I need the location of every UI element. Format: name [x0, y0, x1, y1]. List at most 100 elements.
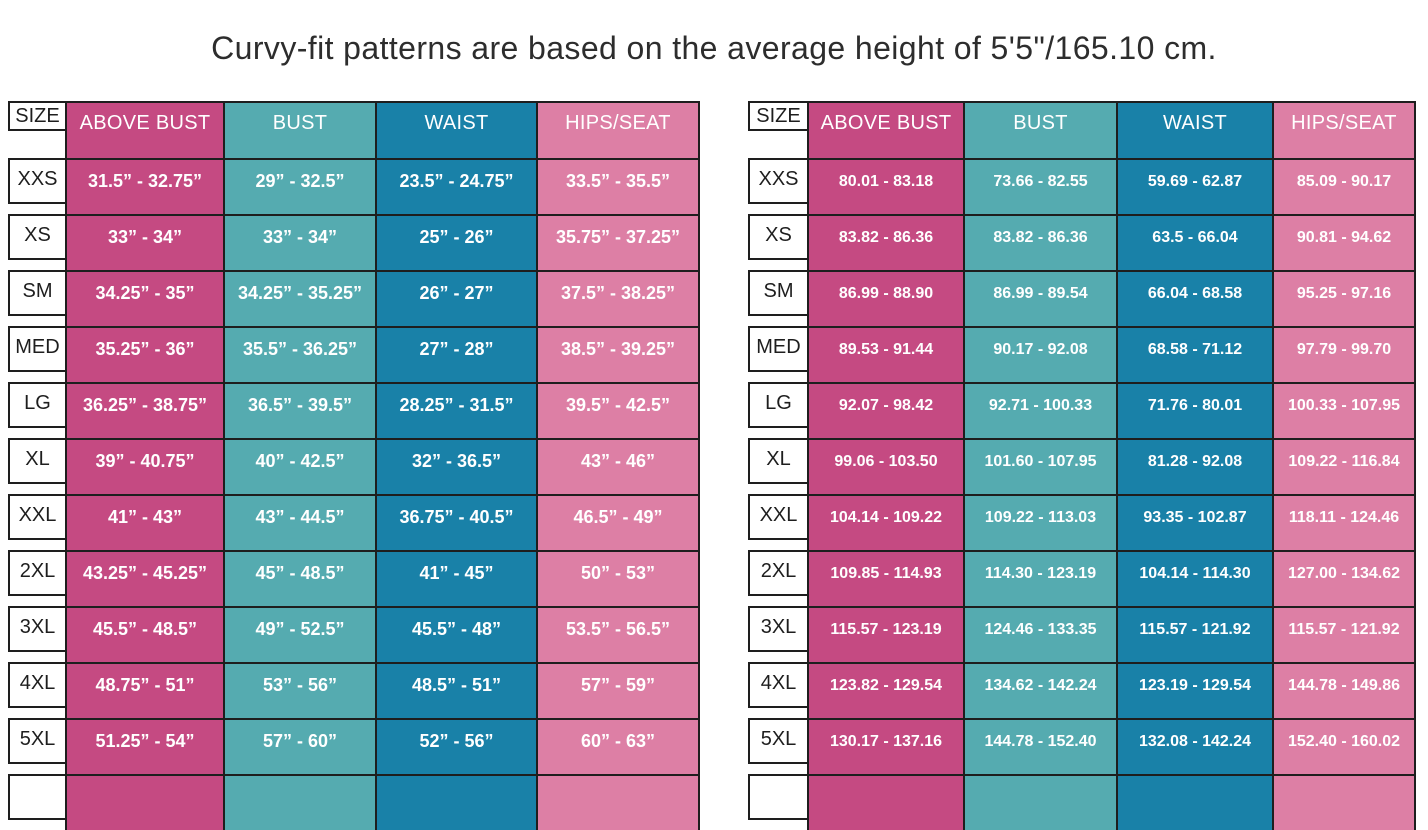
size-cell-label: 4XL — [8, 662, 65, 708]
size-cell: 2XL — [748, 550, 807, 606]
measurement-cell-hips-seat: 50” - 53” — [536, 550, 700, 606]
size-cell: SM — [8, 270, 65, 326]
column-header-hips-seat: HIPS/SEAT — [1272, 101, 1416, 158]
measurement-cell-above-bust — [807, 774, 963, 830]
measurement-cell-bust: 45” - 48.5” — [223, 550, 375, 606]
size-cell-label: XXS — [8, 158, 65, 204]
size-cell: MED — [748, 326, 807, 382]
size-cell: LG — [748, 382, 807, 438]
column-header-hips-seat: HIPS/SEAT — [536, 101, 700, 158]
size-cell-label: XS — [748, 214, 807, 260]
column-header-waist: WAIST — [375, 101, 536, 158]
size-cell: XXS — [8, 158, 65, 214]
size-cell-label: 3XL — [8, 606, 65, 652]
measurement-cell-above-bust: 43.25” - 45.25” — [65, 550, 223, 606]
measurement-cell-above-bust: 31.5” - 32.75” — [65, 158, 223, 214]
measurement-cell-bust: 101.60 - 107.95 — [963, 438, 1116, 494]
size-cell-label: XXS — [748, 158, 807, 204]
measurement-cell-above-bust: 89.53 - 91.44 — [807, 326, 963, 382]
measurement-cell-bust — [223, 774, 375, 830]
measurement-cell-above-bust: 39” - 40.75” — [65, 438, 223, 494]
measurement-cell-waist: 104.14 - 114.30 — [1116, 550, 1272, 606]
measurement-cell-hips-seat: 85.09 - 90.17 — [1272, 158, 1416, 214]
measurement-cell-waist: 45.5” - 48” — [375, 606, 536, 662]
measurement-cell-waist — [1116, 774, 1272, 830]
measurement-cell-hips-seat: 33.5” - 35.5” — [536, 158, 700, 214]
measurement-cell-bust: 34.25” - 35.25” — [223, 270, 375, 326]
column-header-above-bust: ABOVE BUST — [65, 101, 223, 158]
size-cell: 5XL — [8, 718, 65, 774]
measurement-cell-waist: 71.76 - 80.01 — [1116, 382, 1272, 438]
size-cell-label: XXL — [748, 494, 807, 540]
measurement-cell-bust: 33” - 34” — [223, 214, 375, 270]
measurement-cell-above-bust: 48.75” - 51” — [65, 662, 223, 718]
measurement-cell-bust: 43” - 44.5” — [223, 494, 375, 550]
column-header-above-bust: ABOVE BUST — [807, 101, 963, 158]
measurement-cell-above-bust: 51.25” - 54” — [65, 718, 223, 774]
size-cell: XXS — [748, 158, 807, 214]
size-cell-label: 4XL — [748, 662, 807, 708]
measurement-cell-above-bust: 34.25” - 35” — [65, 270, 223, 326]
size-cell-label: XL — [8, 438, 65, 484]
size-cell-label: 2XL — [748, 550, 807, 596]
measurement-cell-waist: 41” - 45” — [375, 550, 536, 606]
size-header-cell: SIZE — [748, 101, 807, 158]
measurement-cell-waist: 68.58 - 71.12 — [1116, 326, 1272, 382]
measurement-cell-hips-seat: 115.57 - 121.92 — [1272, 606, 1416, 662]
measurement-cell-bust: 53” - 56” — [223, 662, 375, 718]
measurement-cell-waist: 28.25” - 31.5” — [375, 382, 536, 438]
size-header-cell: SIZE — [8, 101, 65, 158]
measurement-cell-waist: 26” - 27” — [375, 270, 536, 326]
measurement-cell-bust: 92.71 - 100.33 — [963, 382, 1116, 438]
measurement-cell-waist: 63.5 - 66.04 — [1116, 214, 1272, 270]
measurement-cell-above-bust: 41” - 43” — [65, 494, 223, 550]
size-cell: LG — [8, 382, 65, 438]
measurement-cell-above-bust: 130.17 - 137.16 — [807, 718, 963, 774]
measurement-cell-waist: 81.28 - 92.08 — [1116, 438, 1272, 494]
measurement-cell-waist: 66.04 - 68.58 — [1116, 270, 1272, 326]
size-cell-label: MED — [748, 326, 807, 372]
measurement-cell-bust — [963, 774, 1116, 830]
size-header-cell-label: SIZE — [8, 101, 65, 131]
measurement-cell-waist: 59.69 - 62.87 — [1116, 158, 1272, 214]
measurement-cell-waist: 27” - 28” — [375, 326, 536, 382]
size-cell-label: LG — [748, 382, 807, 428]
measurement-cell-above-bust: 83.82 - 86.36 — [807, 214, 963, 270]
size-cell-label: 3XL — [748, 606, 807, 652]
measurement-cell-bust: 134.62 - 142.24 — [963, 662, 1116, 718]
measurement-cell-hips-seat: 144.78 - 149.86 — [1272, 662, 1416, 718]
measurement-cell-hips-seat: 38.5” - 39.25” — [536, 326, 700, 382]
measurement-cell-bust: 35.5” - 36.25” — [223, 326, 375, 382]
measurement-cell-hips-seat: 95.25 - 97.16 — [1272, 270, 1416, 326]
size-cell: XXL — [748, 494, 807, 550]
measurement-cell-hips-seat: 109.22 - 116.84 — [1272, 438, 1416, 494]
size-cell-label: SM — [748, 270, 807, 316]
measurement-cell-above-bust: 99.06 - 103.50 — [807, 438, 963, 494]
size-chart-inches: SIZE ABOVE BUST BUST WAIST HIPS/SEAT XXS 31.5”… — [8, 101, 700, 830]
measurement-cell-waist: 36.75” - 40.5” — [375, 494, 536, 550]
size-cell-label: XL — [748, 438, 807, 484]
measurement-cell-bust: 86.99 - 89.54 — [963, 270, 1116, 326]
measurement-cell-hips-seat: 53.5” - 56.5” — [536, 606, 700, 662]
measurement-cell-above-bust: 80.01 - 83.18 — [807, 158, 963, 214]
measurement-cell-above-bust: 109.85 - 114.93 — [807, 550, 963, 606]
measurement-cell-hips-seat: 43” - 46” — [536, 438, 700, 494]
size-cell-label: XXL — [8, 494, 65, 540]
size-cell — [748, 774, 807, 830]
size-cell: XL — [748, 438, 807, 494]
size-cell: 3XL — [748, 606, 807, 662]
measurement-cell-waist: 48.5” - 51” — [375, 662, 536, 718]
measurement-cell-waist: 123.19 - 129.54 — [1116, 662, 1272, 718]
size-cell: XL — [8, 438, 65, 494]
measurement-cell-hips-seat: 46.5” - 49” — [536, 494, 700, 550]
measurement-cell-bust: 124.46 - 133.35 — [963, 606, 1116, 662]
measurement-cell-above-bust: 33” - 34” — [65, 214, 223, 270]
measurement-cell-hips-seat: 118.11 - 124.46 — [1272, 494, 1416, 550]
measurement-cell-above-bust: 35.25” - 36” — [65, 326, 223, 382]
measurement-cell-bust: 40” - 42.5” — [223, 438, 375, 494]
size-cell: 4XL — [748, 662, 807, 718]
size-cell: XXL — [8, 494, 65, 550]
measurement-cell-hips-seat: 100.33 - 107.95 — [1272, 382, 1416, 438]
measurement-cell-bust: 144.78 - 152.40 — [963, 718, 1116, 774]
measurement-cell-hips-seat: 152.40 - 160.02 — [1272, 718, 1416, 774]
